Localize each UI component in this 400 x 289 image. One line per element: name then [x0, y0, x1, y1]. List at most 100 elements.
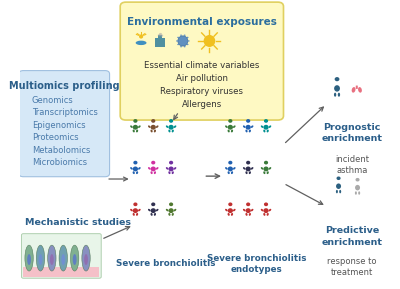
Ellipse shape — [184, 35, 186, 36]
Ellipse shape — [169, 203, 173, 206]
Ellipse shape — [133, 208, 138, 213]
Ellipse shape — [251, 125, 254, 128]
Ellipse shape — [187, 44, 188, 45]
Text: Prognostic
enrichment: Prognostic enrichment — [321, 123, 382, 143]
Ellipse shape — [266, 129, 269, 132]
Text: Multiomics profiling: Multiomics profiling — [9, 81, 120, 91]
Ellipse shape — [154, 171, 156, 174]
Ellipse shape — [138, 209, 141, 211]
Ellipse shape — [187, 37, 188, 38]
Ellipse shape — [38, 254, 42, 265]
Ellipse shape — [243, 125, 246, 128]
Ellipse shape — [251, 167, 254, 170]
Ellipse shape — [156, 209, 158, 211]
Ellipse shape — [136, 171, 138, 174]
Ellipse shape — [266, 171, 269, 174]
Ellipse shape — [334, 85, 340, 92]
Ellipse shape — [130, 125, 133, 128]
Ellipse shape — [148, 167, 150, 170]
Ellipse shape — [136, 41, 146, 45]
FancyBboxPatch shape — [22, 234, 101, 278]
Ellipse shape — [151, 203, 155, 206]
Ellipse shape — [251, 209, 254, 211]
Ellipse shape — [133, 166, 138, 171]
Ellipse shape — [228, 213, 230, 216]
Ellipse shape — [266, 213, 269, 216]
Ellipse shape — [263, 171, 266, 174]
Ellipse shape — [261, 209, 263, 211]
Ellipse shape — [263, 166, 269, 171]
Ellipse shape — [228, 125, 233, 130]
Ellipse shape — [133, 119, 138, 123]
Ellipse shape — [133, 161, 138, 164]
Ellipse shape — [246, 119, 250, 123]
Ellipse shape — [138, 125, 141, 128]
Ellipse shape — [264, 119, 268, 123]
Ellipse shape — [352, 87, 356, 93]
Ellipse shape — [204, 35, 215, 47]
Ellipse shape — [246, 125, 251, 130]
Ellipse shape — [174, 167, 176, 170]
Ellipse shape — [148, 209, 150, 211]
FancyBboxPatch shape — [23, 267, 99, 277]
Ellipse shape — [246, 166, 251, 171]
Ellipse shape — [168, 213, 170, 216]
Text: Predictive
enrichment: Predictive enrichment — [321, 227, 382, 247]
Ellipse shape — [225, 209, 228, 211]
Ellipse shape — [150, 213, 153, 216]
Ellipse shape — [231, 129, 233, 132]
Ellipse shape — [269, 209, 271, 211]
FancyBboxPatch shape — [158, 35, 162, 40]
Ellipse shape — [130, 167, 133, 170]
Ellipse shape — [225, 167, 228, 170]
Ellipse shape — [335, 77, 340, 81]
Ellipse shape — [154, 213, 156, 216]
Ellipse shape — [169, 119, 173, 123]
Text: Essential climate variables
Air pollution
Respiratory viruses
Allergens: Essential climate variables Air pollutio… — [144, 61, 260, 109]
Ellipse shape — [246, 129, 248, 132]
Ellipse shape — [269, 167, 271, 170]
Ellipse shape — [249, 171, 251, 174]
Ellipse shape — [263, 125, 269, 130]
Ellipse shape — [136, 213, 138, 216]
Ellipse shape — [84, 254, 88, 265]
Ellipse shape — [178, 36, 188, 46]
Ellipse shape — [159, 33, 162, 35]
Ellipse shape — [133, 203, 138, 206]
Ellipse shape — [263, 208, 269, 213]
Ellipse shape — [261, 167, 263, 170]
Ellipse shape — [233, 125, 236, 128]
Ellipse shape — [48, 245, 56, 271]
FancyBboxPatch shape — [155, 38, 165, 47]
Ellipse shape — [70, 245, 79, 271]
Ellipse shape — [25, 245, 33, 271]
Text: Genomics
Transcriptomics
Epigenomics
Proteomics
Metabolomics
Microbiomics: Genomics Transcriptomics Epigenomics Pro… — [32, 96, 98, 167]
Ellipse shape — [130, 209, 133, 211]
Ellipse shape — [269, 125, 271, 128]
Ellipse shape — [246, 203, 250, 206]
Text: Severe bronchiolitis
endotypes: Severe bronchiolitis endotypes — [207, 254, 307, 274]
Ellipse shape — [228, 203, 232, 206]
Ellipse shape — [228, 208, 233, 213]
Ellipse shape — [156, 167, 158, 170]
Ellipse shape — [264, 203, 268, 206]
Ellipse shape — [148, 125, 150, 128]
Ellipse shape — [225, 125, 228, 128]
Ellipse shape — [177, 44, 179, 45]
Ellipse shape — [246, 171, 248, 174]
Ellipse shape — [228, 129, 230, 132]
Ellipse shape — [160, 34, 163, 37]
Ellipse shape — [169, 161, 173, 164]
Ellipse shape — [150, 208, 156, 213]
FancyBboxPatch shape — [19, 71, 110, 177]
Ellipse shape — [154, 129, 156, 132]
Ellipse shape — [150, 129, 153, 132]
Ellipse shape — [133, 129, 135, 132]
Ellipse shape — [246, 208, 251, 213]
Ellipse shape — [61, 254, 65, 265]
Ellipse shape — [246, 213, 248, 216]
Ellipse shape — [355, 191, 357, 195]
Ellipse shape — [263, 213, 266, 216]
Ellipse shape — [228, 161, 232, 164]
Ellipse shape — [151, 161, 155, 164]
